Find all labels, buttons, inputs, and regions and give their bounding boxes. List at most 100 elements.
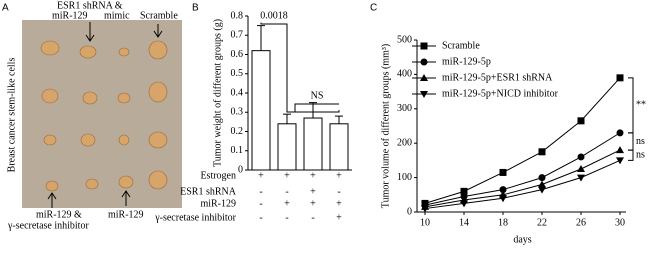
marker [460, 200, 468, 208]
marker [616, 146, 624, 154]
legend-marker [420, 74, 428, 81]
marker [421, 205, 429, 213]
x-tick-label: 22 [537, 217, 547, 228]
table-cell: - [337, 186, 340, 197]
y-tick-label: 0 [238, 164, 243, 175]
x-axis-label: days [513, 234, 531, 245]
label: miR-129 & [36, 209, 82, 220]
x-tick-label: 14 [459, 217, 469, 228]
y-tick-label: 500 [397, 34, 412, 45]
annotation: ** [636, 100, 646, 111]
marker [577, 117, 585, 125]
label: ESR1 shRNA & [57, 0, 123, 11]
marker [499, 195, 507, 203]
y-axis-label: Tumor volume of different groups (mm³) [380, 44, 391, 208]
y-tick-label: 0.3 [231, 107, 244, 118]
table-cell: + [310, 170, 316, 181]
y-tick-label: 100 [397, 172, 412, 183]
label: miR-129 [52, 10, 88, 21]
line [424, 77, 621, 204]
annotation: NS [311, 90, 324, 101]
bracket [628, 132, 634, 151]
y-tick-label: 200 [397, 137, 412, 148]
table-cell: - [259, 186, 262, 197]
table-cell: - [311, 212, 314, 223]
x-tick-label: 30 [615, 217, 625, 228]
x-tick-label: 26 [576, 217, 586, 228]
bar [251, 50, 271, 171]
line [424, 159, 621, 210]
panel-label: A [2, 3, 9, 14]
line [424, 149, 621, 208]
annotation: ns [636, 136, 645, 147]
arrows [47, 22, 163, 208]
bracket [628, 77, 634, 134]
annotation: ns [636, 150, 645, 161]
marker [616, 74, 624, 82]
table-cell: - [259, 212, 262, 223]
bracket [628, 149, 634, 161]
row-label: ESR1 shRNA [180, 186, 237, 197]
table-cell: - [259, 198, 262, 209]
y-tick-label: 0.1 [231, 145, 244, 156]
y-tick-label: 0.6 [231, 49, 244, 60]
table-cell: + [336, 170, 342, 181]
row-label: γ-secretase inhibitor [154, 212, 236, 223]
marker [616, 129, 624, 137]
panel-label: B [192, 3, 199, 14]
marker [460, 187, 468, 195]
bracket [286, 108, 340, 113]
table-cell: + [284, 198, 290, 209]
line [424, 132, 621, 206]
bracket [294, 103, 339, 112]
row-label: miR-129 [200, 198, 236, 209]
y-tick-label: 300 [397, 103, 412, 114]
marker [577, 174, 585, 182]
legend-marker [420, 58, 428, 66]
y-tick-label: 0.8 [231, 10, 244, 21]
x-tick-label: 10 [420, 217, 430, 228]
row-label: Estrogen [200, 170, 236, 181]
table-cell: + [284, 170, 290, 181]
y-tick-label: 400 [397, 69, 412, 80]
bar [303, 117, 323, 171]
y-tick-label: 0.2 [231, 126, 244, 137]
bracket [260, 22, 288, 112]
marker [538, 174, 546, 182]
y-tick-label: 0 [407, 206, 412, 217]
legend-label: Scramble [442, 40, 480, 51]
table-cell: - [285, 212, 288, 223]
label: Scramble [140, 10, 178, 21]
tumors [40, 40, 168, 192]
table-cell: + [310, 186, 316, 197]
marker [577, 153, 585, 161]
panel-label: C [370, 3, 377, 14]
marker [616, 157, 624, 165]
marker [538, 186, 546, 194]
table-cell: + [310, 198, 316, 209]
marker [499, 186, 507, 194]
side-label: Breast cancer stem-like cells [6, 58, 17, 173]
annotation: 0.0018 [260, 10, 288, 21]
y-tick-label: 0.5 [231, 68, 244, 79]
table-cell: + [258, 170, 264, 181]
legend-marker [420, 91, 428, 98]
marker [577, 165, 585, 172]
marker [499, 168, 507, 176]
y-tick-label: 0.7 [231, 30, 244, 41]
legend-marker [420, 42, 428, 50]
marker [538, 180, 546, 188]
label: γ-secretase inhibitor [7, 220, 89, 231]
label: miR-129 [108, 209, 144, 220]
table-cell: - [285, 186, 288, 197]
bar [277, 123, 297, 171]
table-cell: + [336, 212, 342, 223]
legend-label: miR-129-5p+ESR1 shRNA [442, 72, 553, 83]
legend-label: miR-129-5p [442, 56, 491, 67]
marker [538, 148, 546, 156]
y-tick-label: 0.4 [231, 87, 244, 98]
bar [329, 123, 349, 171]
table-cell: + [336, 198, 342, 209]
